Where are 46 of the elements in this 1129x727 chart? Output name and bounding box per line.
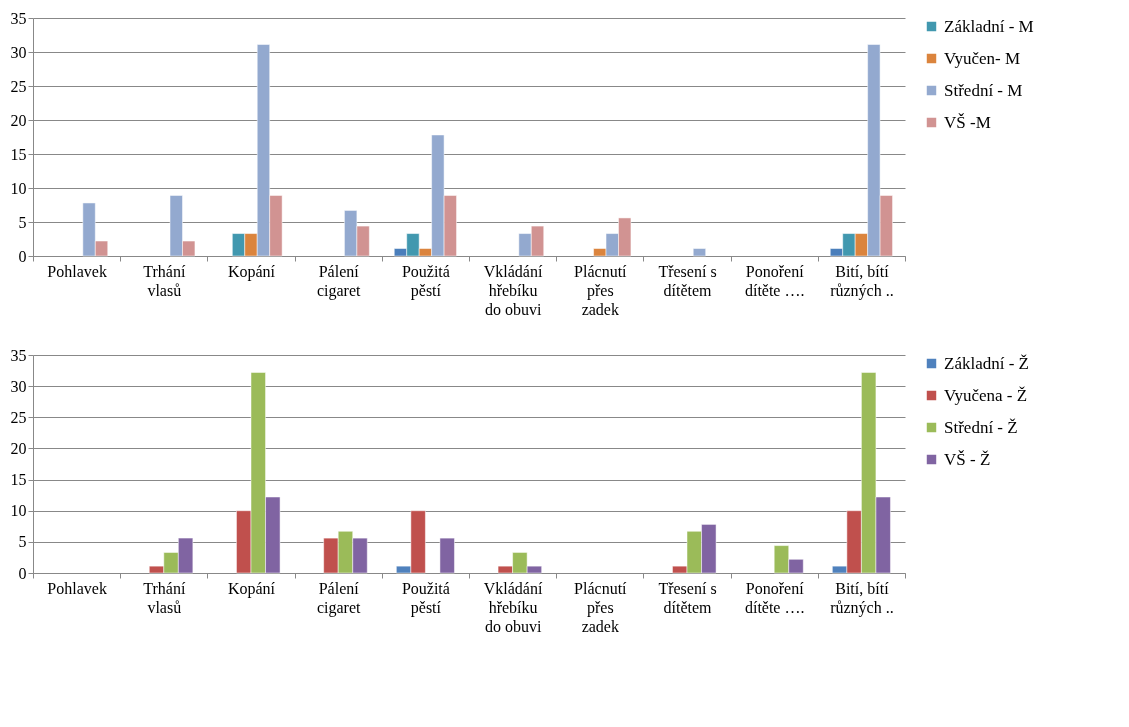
- y-tick-label: 10: [10, 502, 27, 520]
- bar: [439, 537, 455, 574]
- legend-label: Vyučen- M: [944, 48, 1021, 68]
- y-tick-label: 10: [10, 179, 27, 197]
- y-tick-label: 25: [10, 408, 27, 426]
- y-tick-label: 25: [10, 77, 27, 95]
- x-tick-label: Ponoření dítěte ….: [744, 262, 805, 299]
- bar: [692, 248, 706, 257]
- y-tick-label: 30: [10, 43, 27, 61]
- x-tick-label: Ponoření dítěte ….: [744, 579, 805, 616]
- y-tick-label: 35: [10, 346, 27, 364]
- x-tick-label: Plácnutí přes zadek: [574, 579, 628, 635]
- legend-label: Střední - M: [944, 80, 1023, 100]
- x-tick-label: Bití, bítí různých ..: [830, 579, 894, 617]
- legend-label: VŠ - Ž: [944, 449, 991, 469]
- x-tick-label: Kopání: [227, 579, 276, 598]
- x-tick-label: Třesení s dítětem: [658, 579, 717, 616]
- x-tick-label: Použitá pěstí: [401, 262, 450, 300]
- x-tick-label: Vkládání hřebíku do obuvi: [483, 579, 543, 635]
- y-tick-label: 5: [18, 213, 27, 231]
- y-tick-label: 0: [18, 564, 27, 582]
- x-tick-label: Plácnutí přes zadek: [574, 262, 628, 318]
- legend-label: Střední - Ž: [944, 417, 1018, 437]
- legend-label: VŠ -M: [944, 112, 991, 132]
- y-tick-label: 30: [10, 377, 27, 395]
- x-tick-label: Třesení s dítětem: [658, 262, 717, 299]
- y-tick-label: 20: [10, 111, 27, 129]
- x-tick-label: Trhání vlasů: [143, 579, 186, 616]
- x-tick-label: Použitá pěstí: [401, 579, 450, 617]
- x-tick-label: Bití, bítí různých ..: [830, 262, 894, 300]
- x-tick-label: Pálení cigaret: [316, 262, 362, 300]
- x-tick-label: Pálení cigaret: [316, 579, 362, 617]
- y-tick-label: 5: [18, 533, 27, 551]
- y-tick-label: 15: [10, 471, 27, 489]
- y-tick-label: 0: [18, 247, 27, 265]
- x-tick-label: Pohlavek: [47, 579, 107, 597]
- legend-label: Základní - M: [944, 16, 1034, 36]
- legend-label: Vyučena - Ž: [944, 385, 1028, 405]
- y-tick-label: 15: [10, 145, 27, 163]
- x-tick-label: Pohlavek: [47, 262, 107, 280]
- x-tick-label: Trhání vlasů: [143, 262, 186, 299]
- y-tick-label: 35: [10, 9, 27, 27]
- y-tick-label: 20: [10, 439, 27, 457]
- x-tick-label: Vkládání hřebíku do obuvi: [483, 262, 543, 318]
- legend-label: Základní - Ž: [944, 353, 1029, 373]
- x-tick-label: Kopání: [227, 262, 276, 281]
